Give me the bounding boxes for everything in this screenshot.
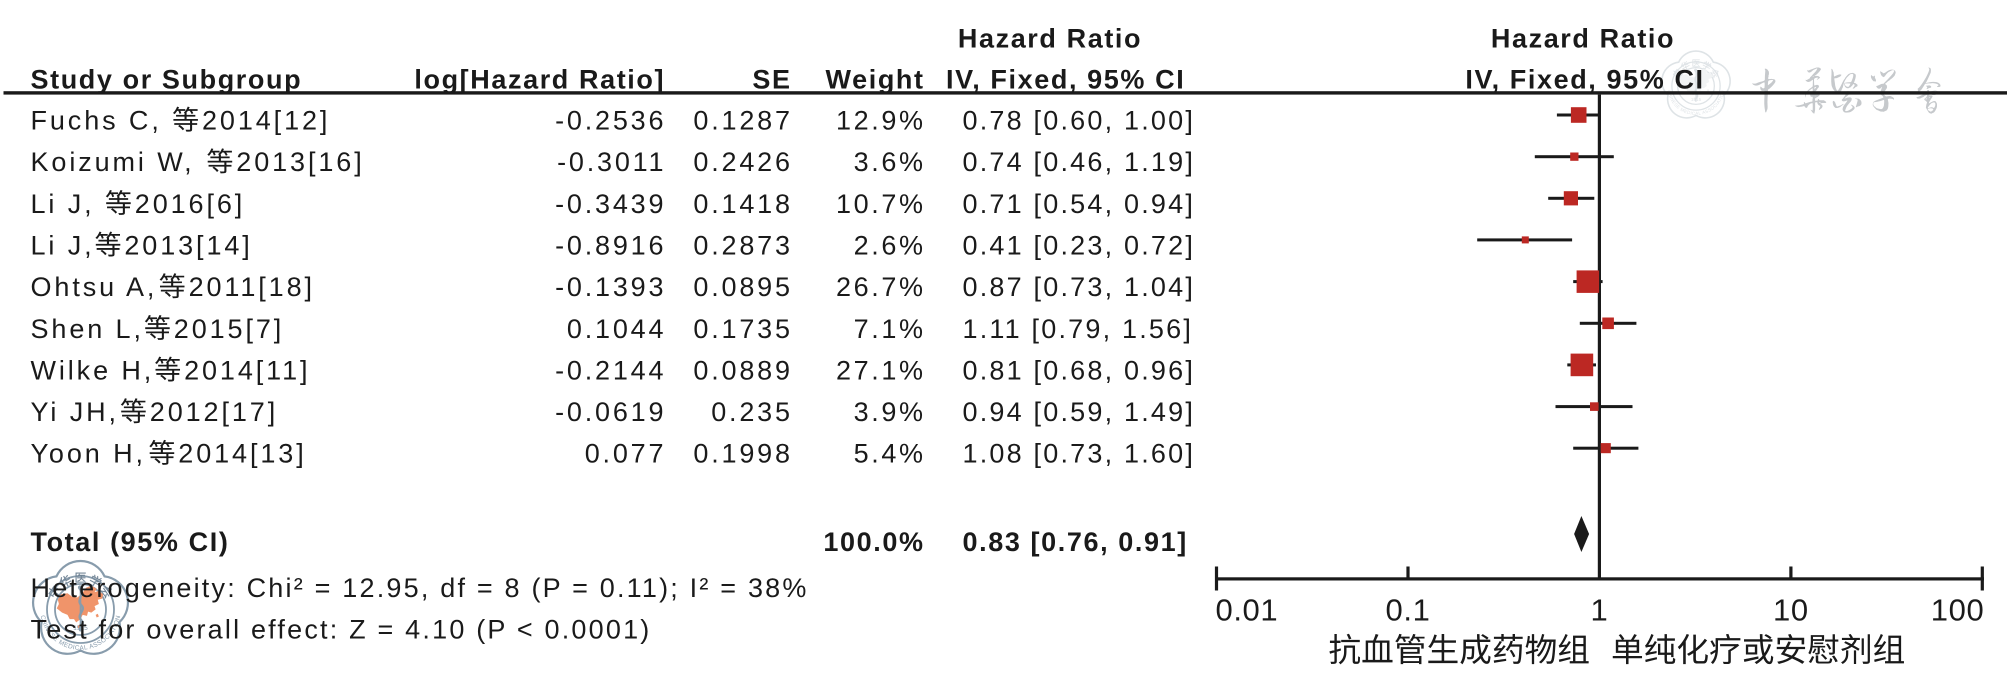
svg-text:26.7%: 26.7% [836,272,926,302]
svg-text:2013[14]: 2013[14] [124,230,252,260]
svg-text:SE: SE [752,65,791,95]
svg-text:Fuchs C,: Fuchs C, [31,106,162,136]
svg-text:0.1418: 0.1418 [693,189,792,219]
svg-text:-0.2144: -0.2144 [555,355,666,385]
svg-text:-0.3011: -0.3011 [557,147,666,177]
svg-text:0.41 [0.23, 0.72]: 0.41 [0.23, 0.72] [963,230,1196,260]
svg-text:0.2426: 0.2426 [693,147,792,177]
svg-text:Li J,: Li J, [31,230,95,260]
svg-text:Shen L,: Shen L, [31,314,144,344]
svg-text:1915: 1915 [73,625,88,632]
svg-text:Yi JH,: Yi JH, [31,397,119,427]
svg-text:Yoon H,: Yoon H, [31,439,146,469]
svg-text:12.9%: 12.9% [836,106,926,136]
svg-text:0.1998: 0.1998 [693,439,792,469]
svg-text:2.6%: 2.6% [854,230,926,260]
svg-text:0.81 [0.68, 0.96]: 0.81 [0.68, 0.96] [963,355,1196,385]
svg-text:0.077: 0.077 [585,439,667,469]
svg-text:3.9%: 3.9% [854,397,926,427]
svg-text:2013[16]: 2013[16] [236,147,364,177]
svg-text:1915: 1915 [1691,97,1702,102]
svg-text:0.78 [0.60, 1.00]: 0.78 [0.60, 1.00] [963,106,1196,136]
svg-text:0.0889: 0.0889 [693,355,792,385]
svg-text:IV, Fixed, 95% CI: IV, Fixed, 95% CI [946,65,1185,95]
svg-text:Heterogeneity: Chi² = 12.95, d: Heterogeneity: Chi² = 12.95, df = 8 (P =… [31,573,809,603]
svg-text:0.2873: 0.2873 [693,230,792,260]
svg-text:0.1287: 0.1287 [693,106,792,136]
svg-text:2011[18]: 2011[18] [189,272,315,302]
svg-text:0.1735: 0.1735 [693,314,792,344]
svg-text:0.74 [0.46, 1.19]: 0.74 [0.46, 1.19] [963,147,1196,177]
svg-text:0.01: 0.01 [1216,593,1279,628]
svg-text:2016[6]: 2016[6] [135,189,245,219]
svg-text:Ohtsu A,: Ohtsu A, [31,272,158,302]
svg-text:2012[17]: 2012[17] [150,397,278,427]
svg-text:0.83 [0.76, 0.91]: 0.83 [0.76, 0.91] [963,527,1188,557]
svg-text:3.6%: 3.6% [854,147,926,177]
svg-text:1: 1 [1590,593,1608,628]
svg-text:100.0%: 100.0% [823,527,924,557]
svg-text:2014[13]: 2014[13] [178,439,306,469]
svg-text:2014[11]: 2014[11] [184,355,310,385]
svg-text:0.1044: 0.1044 [567,314,666,344]
svg-text:0.1: 0.1 [1386,593,1431,628]
svg-text:2015[7]: 2015[7] [174,314,284,344]
svg-text:0.0895: 0.0895 [693,272,792,302]
svg-text:Hazard Ratio: Hazard Ratio [958,24,1142,54]
svg-text:0.71 [0.54, 0.94]: 0.71 [0.54, 0.94] [963,189,1196,219]
svg-text:Study or Subgroup: Study or Subgroup [31,65,303,95]
svg-text:100: 100 [1931,593,1985,628]
svg-text:log[Hazard Ratio]: log[Hazard Ratio] [414,65,665,95]
svg-text:Koizumi W,: Koizumi W, [31,147,195,177]
svg-text:0.87 [0.73, 1.04]: 0.87 [0.73, 1.04] [963,272,1196,302]
svg-text:10.7%: 10.7% [836,189,926,219]
svg-text:Hazard Ratio: Hazard Ratio [1491,24,1675,54]
svg-text:2014[12]: 2014[12] [202,106,330,136]
svg-text:-0.1393: -0.1393 [555,272,666,302]
svg-text:-0.0619: -0.0619 [555,397,666,427]
svg-text:Wilke H,: Wilke H, [31,355,155,385]
svg-text:-0.8916: -0.8916 [555,230,666,260]
svg-text:10: 10 [1773,593,1809,628]
svg-text:0.94 [0.59, 1.49]: 0.94 [0.59, 1.49] [963,397,1196,427]
svg-text:Weight: Weight [826,65,925,95]
svg-text:5.4%: 5.4% [854,439,926,469]
svg-text:IV, Fixed, 95% CI: IV, Fixed, 95% CI [1465,65,1704,95]
svg-text:Test for overall effect: Z = 4: Test for overall effect: Z = 4.10 (P < 0… [31,615,652,645]
svg-text:-0.2536: -0.2536 [555,106,666,136]
svg-text:7.1%: 7.1% [854,314,926,344]
svg-text:0.235: 0.235 [711,397,793,427]
svg-text:Total (95% CI): Total (95% CI) [31,527,230,557]
svg-text:Li J,: Li J, [31,189,95,219]
svg-text:-0.3439: -0.3439 [555,189,666,219]
svg-text:1.08 [0.73, 1.60]: 1.08 [0.73, 1.60] [963,439,1196,469]
svg-text:1.11 [0.79, 1.56]: 1.11 [0.79, 1.56] [963,314,1194,344]
svg-text:27.1%: 27.1% [836,355,926,385]
